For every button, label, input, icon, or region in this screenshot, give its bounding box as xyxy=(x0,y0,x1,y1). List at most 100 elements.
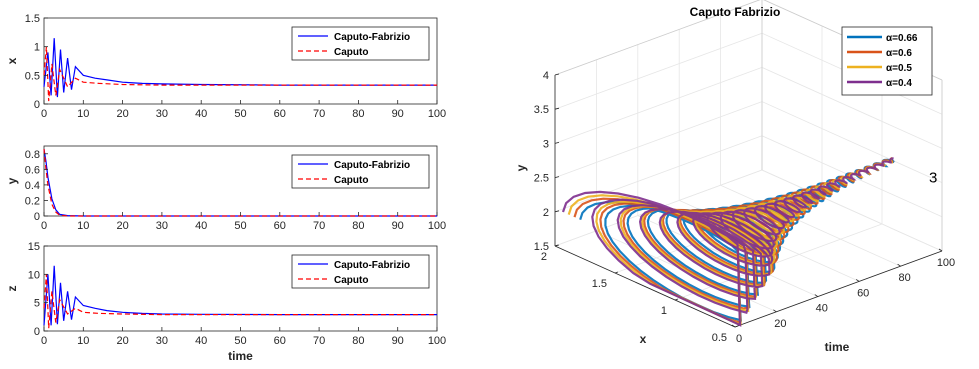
x-tick-label: 100 xyxy=(428,108,446,120)
grid-line xyxy=(554,67,763,144)
x-tick-mark xyxy=(734,325,739,328)
grid-line xyxy=(554,101,763,178)
x-tick-label: 50 xyxy=(234,108,246,120)
y-tick-mark xyxy=(554,107,560,110)
x-tick-label: 10 xyxy=(77,335,89,347)
y-tick-mark xyxy=(554,244,560,247)
time-tick-mark xyxy=(773,309,777,313)
x-tick-label: 1.5 xyxy=(592,278,607,290)
annotation-label: 3 xyxy=(929,170,937,187)
x-tick-label: 10 xyxy=(77,220,89,232)
y-tick-label: 1.5 xyxy=(534,241,549,253)
x-tick-label: 30 xyxy=(156,108,168,120)
series-line-1 xyxy=(43,274,437,329)
x-tick-label: 50 xyxy=(234,220,246,232)
y-tick-label: 3 xyxy=(543,138,549,150)
x-tick-label: 10 xyxy=(77,108,89,120)
y-tick-label: 2 xyxy=(543,207,549,219)
y-tick-mark xyxy=(554,73,560,76)
x-tick-label: 90 xyxy=(392,108,404,120)
grid-line xyxy=(720,184,901,267)
x-tick-label: 60 xyxy=(274,220,286,232)
grid-line xyxy=(554,32,763,110)
x-axis-line xyxy=(554,245,736,328)
grid-line xyxy=(761,101,943,183)
x-tick-label: 70 xyxy=(313,108,325,120)
time-axis-line xyxy=(734,250,943,328)
y-tick-label: 0.6 xyxy=(25,164,40,176)
y-axis-label: z xyxy=(5,286,19,292)
time-tick-label: 100 xyxy=(937,257,955,269)
y-tick-label: 0 xyxy=(34,326,40,338)
x-tick-label: 70 xyxy=(313,335,325,347)
x-tick-label: 0 xyxy=(41,220,47,232)
legend-box xyxy=(291,26,430,61)
y-subplot: 0 10 20 30 40 50 60 70 80 90 100 0 0.2 0.4 0.6 0.8 y Capu… xyxy=(5,145,446,232)
grid-line xyxy=(761,67,943,149)
x-tick-label: 20 xyxy=(116,335,128,347)
y-tick-mark xyxy=(554,142,560,144)
time-tick-label: 60 xyxy=(857,287,869,299)
series-line-0 xyxy=(43,38,437,98)
time-tick-label: 40 xyxy=(816,303,828,315)
legend-box xyxy=(291,254,430,289)
x-tick-label: 60 xyxy=(274,108,286,120)
y-axis-label: x xyxy=(5,57,19,64)
y-tick-label: 4 xyxy=(543,70,549,82)
x-tick-label: 50 xyxy=(234,335,246,347)
legend-label: α=0.6 xyxy=(886,48,912,59)
y-tick-label: 0.2 xyxy=(25,195,40,207)
x-tick-label: 40 xyxy=(195,108,207,120)
x-tick-label: 0.5 xyxy=(712,332,727,344)
x-tick-label: 70 xyxy=(313,220,325,232)
y-tick-label: 15 xyxy=(28,241,40,253)
y-tick-label: 0.8 xyxy=(25,149,40,161)
x-tick-label: 90 xyxy=(392,220,404,232)
x-subplot: 0 10 20 30 40 50 60 70 80 90 100 0 0.5 1 1.5 x Caputo-Fa… xyxy=(5,13,446,120)
y-tick-mark xyxy=(554,176,560,178)
x-tick-label: 80 xyxy=(352,108,364,120)
y-tick-label: 2.5 xyxy=(534,173,549,185)
x-tick-label: 100 xyxy=(428,220,446,232)
series-line-0 xyxy=(43,265,437,326)
time-tick-label: 0 xyxy=(736,333,742,345)
z-subplot: 0 10 20 30 40 50 60 70 80 90 100 0 5 10 15 z time Caputo-… xyxy=(5,241,446,363)
y-tick-label: 0.4 xyxy=(25,180,40,192)
x-tick-label: 90 xyxy=(392,335,404,347)
legend-label: Caputo-Fabrizio xyxy=(334,160,410,171)
axis-edge xyxy=(554,0,761,76)
grid-line xyxy=(761,169,943,252)
time-tick-label: 20 xyxy=(774,318,786,330)
legend-label: α=0.5 xyxy=(886,63,912,74)
time-axis-label: time xyxy=(825,340,850,354)
x-tick-label: 0 xyxy=(41,108,47,120)
x-axis-label: time xyxy=(228,349,253,363)
x-tick-mark xyxy=(614,271,619,274)
x-tick-label: 40 xyxy=(195,335,207,347)
y-tick-mark xyxy=(554,210,560,213)
x-tick-label: 20 xyxy=(116,108,128,120)
y-tick-label: 0 xyxy=(34,211,40,223)
legend-label: α=0.4 xyxy=(886,78,912,89)
legend-label: Caputo-Fabrizio xyxy=(334,260,410,271)
x-tick-mark xyxy=(674,298,679,301)
y-tick-label: 5 xyxy=(34,298,40,310)
legend-label: α=0.66 xyxy=(886,33,918,44)
y-tick-label: 10 xyxy=(28,269,40,281)
x-tick-label: 60 xyxy=(274,335,286,347)
legend-label: Caputo-Fabrizio xyxy=(334,32,410,43)
y-tick-label: 1 xyxy=(34,42,40,54)
trajectory-3 xyxy=(561,157,894,327)
x-axis-label: x xyxy=(640,332,647,346)
legend-label: Caputo xyxy=(334,47,368,58)
time-tick-mark xyxy=(855,279,860,282)
chart-title: Caputo Fabrizio xyxy=(690,5,781,19)
x-tick-label: 80 xyxy=(352,335,364,347)
x-tick-label: 100 xyxy=(428,335,446,347)
time-tick-mark xyxy=(897,263,901,267)
time-tick-label: 80 xyxy=(898,272,910,284)
y-tick-label: 1.5 xyxy=(25,13,40,25)
x-tick-label: 30 xyxy=(156,220,168,232)
y-axis-label: y xyxy=(5,177,19,184)
